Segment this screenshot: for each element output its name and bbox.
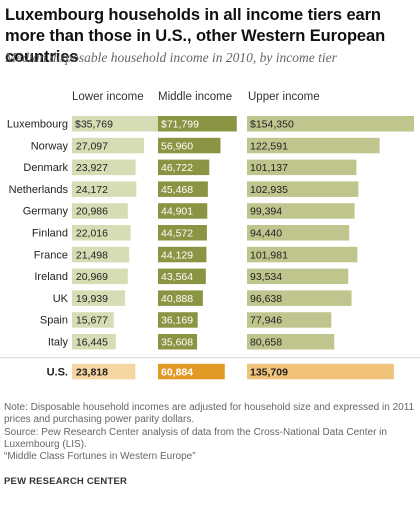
bar-middle bbox=[158, 203, 208, 219]
bar-lower bbox=[72, 290, 126, 306]
bar-lower bbox=[72, 312, 114, 328]
category-label: U.S. bbox=[47, 366, 68, 378]
data-label-middle: 44,572 bbox=[161, 228, 193, 240]
bar-upper bbox=[247, 334, 335, 350]
bar-upper bbox=[247, 225, 350, 241]
category-label: UK bbox=[53, 293, 69, 305]
bar-upper bbox=[247, 290, 352, 306]
category-label: Spain bbox=[40, 315, 68, 327]
data-label-lower: 27,097 bbox=[76, 140, 108, 152]
data-label-middle: $71,799 bbox=[161, 119, 199, 131]
brand-logo-text: PEW RESEARCH CENTER bbox=[4, 476, 128, 487]
note-text: Note: Disposable household incomes are a… bbox=[4, 402, 415, 426]
data-label-middle: 45,468 bbox=[161, 184, 193, 196]
data-label-middle: 43,564 bbox=[161, 271, 193, 283]
data-label-middle: 46,722 bbox=[161, 162, 193, 174]
bar-lower bbox=[72, 159, 136, 176]
data-label-upper: 94,440 bbox=[250, 228, 282, 240]
data-label-lower: 21,498 bbox=[76, 249, 108, 261]
category-label: Denmark bbox=[23, 162, 68, 174]
bar-middle bbox=[158, 137, 221, 154]
data-label-upper: 93,534 bbox=[250, 271, 282, 283]
data-label-upper: 77,946 bbox=[250, 315, 282, 327]
bar-upper bbox=[247, 363, 394, 380]
data-label-upper: 122,591 bbox=[250, 140, 288, 152]
bar-lower bbox=[72, 363, 136, 380]
data-label-middle: 56,960 bbox=[161, 140, 193, 152]
data-label-upper: $154,350 bbox=[250, 119, 294, 131]
bar-lower bbox=[72, 116, 168, 132]
bar-middle bbox=[158, 312, 198, 328]
data-label-middle: 44,129 bbox=[161, 249, 193, 261]
bar-chart: Lower income Middle income Upper income Lux… bbox=[0, 91, 420, 380]
bar-lower bbox=[72, 334, 116, 350]
data-label-middle: 60,884 bbox=[161, 366, 193, 378]
data-label-lower: 23,818 bbox=[76, 366, 108, 378]
category-label: Finland bbox=[32, 228, 68, 240]
bar-lower bbox=[72, 137, 145, 154]
bar-upper bbox=[247, 246, 358, 263]
column-header-upper: Upper income bbox=[248, 91, 320, 103]
data-label-lower: 22,016 bbox=[76, 228, 108, 240]
bar-lower bbox=[72, 225, 131, 241]
category-label: Germany bbox=[23, 206, 69, 218]
data-label-lower: 23,927 bbox=[76, 162, 108, 174]
data-label-middle: 36,169 bbox=[161, 315, 193, 327]
bar-middle bbox=[158, 246, 207, 263]
bar-upper bbox=[247, 268, 349, 285]
data-label-middle: 35,608 bbox=[161, 337, 193, 349]
bar-middle bbox=[158, 116, 237, 132]
data-label-middle: 40,888 bbox=[161, 293, 193, 305]
bar-upper bbox=[247, 181, 359, 197]
chart-title: Luxembourg households in all income tier… bbox=[5, 6, 386, 66]
source-text: Source: Pew Research Center analysis of … bbox=[4, 426, 387, 450]
data-label-upper: 96,638 bbox=[250, 293, 282, 305]
category-label: Netherlands bbox=[9, 184, 69, 196]
bar-middle bbox=[158, 334, 198, 350]
notes-block: Note: Disposable household incomes are a… bbox=[4, 402, 416, 463]
bar-lower bbox=[72, 246, 130, 263]
bar-lower bbox=[72, 268, 128, 285]
data-label-lower: 20,969 bbox=[76, 271, 108, 283]
category-label: France bbox=[34, 249, 68, 261]
bar-lower bbox=[72, 181, 137, 197]
bar-middle bbox=[158, 363, 225, 380]
data-label-upper: 135,709 bbox=[250, 366, 288, 378]
bar-middle bbox=[158, 225, 207, 241]
bar-middle bbox=[158, 181, 208, 197]
bar-middle bbox=[158, 159, 210, 176]
data-label-lower: 15,677 bbox=[76, 315, 108, 327]
data-label-lower: 24,172 bbox=[76, 184, 108, 196]
data-label-lower: 20,986 bbox=[76, 206, 108, 218]
column-header-lower: Lower income bbox=[72, 91, 144, 103]
data-label-lower: $35,769 bbox=[75, 119, 113, 131]
category-label: Norway bbox=[31, 140, 69, 152]
bar-upper bbox=[247, 203, 355, 219]
bar-lower bbox=[72, 203, 128, 219]
bar-upper bbox=[247, 159, 357, 176]
report-title: “Middle Class Fortunes in Western Europe… bbox=[4, 451, 196, 463]
data-label-upper: 102,935 bbox=[250, 184, 288, 196]
data-label-upper: 101,981 bbox=[250, 249, 288, 261]
bar-upper bbox=[247, 312, 332, 328]
bar-upper bbox=[247, 116, 414, 132]
category-label: Ireland bbox=[34, 271, 68, 283]
category-label: Italy bbox=[48, 337, 69, 349]
data-label-upper: 80,658 bbox=[250, 337, 282, 349]
bar-middle bbox=[158, 290, 203, 306]
column-header-middle: Middle income bbox=[158, 91, 232, 103]
data-label-lower: 16,445 bbox=[76, 337, 108, 349]
category-label: Luxembourg bbox=[7, 119, 68, 131]
bar-middle bbox=[158, 268, 206, 285]
bar-upper bbox=[247, 137, 380, 154]
data-label-upper: 101,137 bbox=[250, 162, 288, 174]
data-label-upper: 99,394 bbox=[250, 206, 282, 218]
data-label-middle: 44,901 bbox=[161, 206, 193, 218]
chart-subtitle: Median disposable household income in 20… bbox=[5, 50, 337, 65]
data-label-lower: 19,939 bbox=[76, 293, 108, 305]
